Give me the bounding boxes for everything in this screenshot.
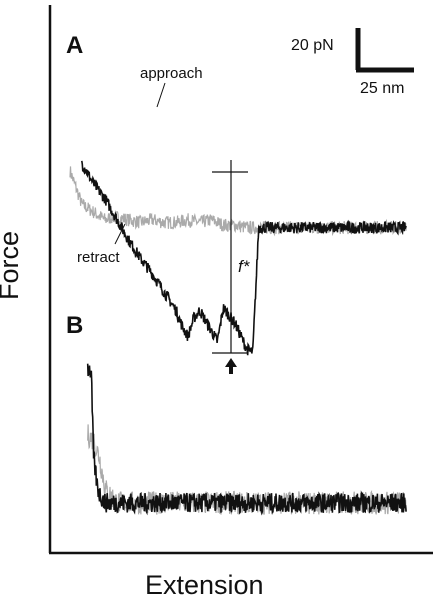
retract-pointer [114,223,126,245]
scale-bar-extension-label: 25 nm [360,80,404,97]
scale-bar-force-label: 20 pN [291,37,334,54]
y-axis-title: Force [0,230,24,300]
panel-label-b: B [66,312,83,339]
x-axis-title: Extension [145,570,264,600]
panel-b-plot [86,363,407,516]
rupture-arrow-icon [225,358,237,374]
panel-label-a: A [66,32,83,59]
approach-pointer [156,82,166,108]
rupture-force-marker: f* [212,160,251,374]
scale-bar: 20 pN 25 nm [291,28,414,97]
approach-label: approach [140,65,203,82]
panel-b-approach-trace [87,424,407,516]
rupture-force-label: f* [238,257,251,276]
panel-b-retract-trace [86,363,407,516]
retract-label: retract [77,249,120,266]
panel-a-retract-trace [81,160,407,356]
panel-a-plot [69,160,407,356]
